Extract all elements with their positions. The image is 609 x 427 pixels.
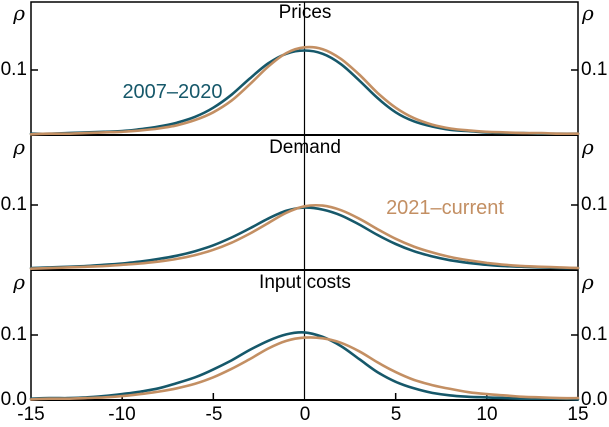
y-tick-label: 0.1 xyxy=(0,59,27,80)
x-tick-label: -10 xyxy=(108,404,136,425)
y-tick-label: 0.0 xyxy=(581,389,608,410)
density-curve-input-costs-2007-2020 xyxy=(29,331,580,401)
y-axis-label-rho: ρ xyxy=(582,1,594,25)
y-tick-label: 0.1 xyxy=(0,194,27,215)
y-axis-label-rho: ρ xyxy=(13,1,25,25)
y-tick-label: 0.1 xyxy=(581,59,608,80)
x-tick-label: -5 xyxy=(205,404,223,425)
x-tick-label: 5 xyxy=(390,404,402,425)
y-tick-label: 0.0 xyxy=(0,389,27,410)
y-tick-label: 0.1 xyxy=(581,324,608,345)
panel-title-input-costs: Input costs xyxy=(259,272,351,293)
x-tick-label: 15 xyxy=(567,404,589,425)
y-axis-label-rho: ρ xyxy=(13,270,25,294)
density-curve-input-costs-2021-current xyxy=(29,336,580,401)
y-axis-label-rho: ρ xyxy=(582,270,594,294)
series-label-2021-current: 2021–current xyxy=(386,197,504,219)
density-curve-demand-2021-current xyxy=(29,203,580,270)
series-label-2007-2020: 2007–2020 xyxy=(122,81,223,103)
x-tick-label: 10 xyxy=(476,404,498,425)
y-tick-label: 0.1 xyxy=(581,194,608,215)
x-tick-label: -15 xyxy=(17,404,45,425)
y-axis-label-rho: ρ xyxy=(13,135,25,159)
y-tick-label: 0.1 xyxy=(0,324,27,345)
panel-title-demand: Demand xyxy=(269,137,341,158)
density-curve-prices-2021-current xyxy=(29,45,580,136)
y-axis-label-rho: ρ xyxy=(582,135,594,159)
x-tick-label: 0 xyxy=(299,404,311,425)
panel-title-prices: Prices xyxy=(278,2,332,23)
